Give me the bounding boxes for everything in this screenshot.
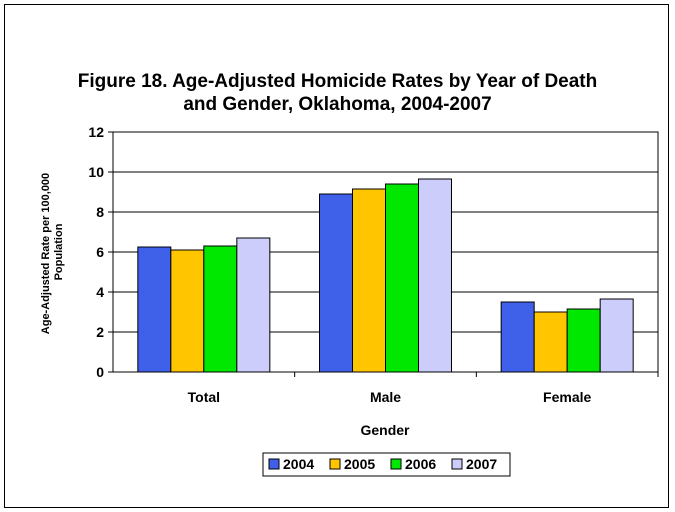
legend-label-2006: 2006 bbox=[405, 456, 436, 472]
x-category-label-total: Total bbox=[188, 389, 220, 405]
bar-female-2006 bbox=[566, 308, 601, 373]
bar-total-2005 bbox=[170, 249, 205, 373]
legend-swatch-2006 bbox=[390, 458, 402, 470]
tick-labels: 0 2 4 6 8 10 12 Total Male Female bbox=[88, 124, 591, 405]
x-category-label-female: Female bbox=[543, 389, 591, 405]
bar-male-2006 bbox=[385, 183, 419, 373]
bar-female-2005 bbox=[533, 311, 568, 373]
bars bbox=[137, 178, 634, 373]
bar-total-2007 bbox=[236, 237, 271, 373]
x-category-label-male: Male bbox=[370, 389, 401, 405]
bar-total-2004 bbox=[137, 246, 172, 373]
legend-swatch-2004 bbox=[268, 458, 280, 470]
y-axis-label: Age-Adjusted Rate per 100,000 Population bbox=[40, 170, 65, 334]
legend-label-2007: 2007 bbox=[466, 456, 497, 472]
y-tick-label-0: 0 bbox=[96, 364, 104, 380]
chart-title-line-2: and Gender, Oklahoma, 2004-2007 bbox=[183, 94, 492, 115]
y-tick-label-10: 10 bbox=[88, 164, 104, 180]
legend-label-2005: 2005 bbox=[344, 456, 375, 472]
plot-area-border bbox=[112, 131, 659, 373]
y-axis-label-line-2: Population bbox=[53, 223, 65, 280]
y-tick-label-12: 12 bbox=[88, 124, 104, 140]
bar-total-2006 bbox=[203, 245, 238, 373]
legend-swatch-2005 bbox=[329, 458, 341, 470]
bar-female-2004 bbox=[500, 301, 535, 373]
chart-title-line-1: Figure 18. Age-Adjusted Homicide Rates b… bbox=[77, 71, 598, 92]
bar-female-2007 bbox=[599, 298, 634, 373]
x-axis-label: Gender bbox=[360, 422, 410, 438]
y-tick-label-4: 4 bbox=[96, 284, 104, 300]
chart-frame bbox=[4, 4, 669, 508]
legend: 2004 2005 2006 2007 bbox=[268, 456, 497, 472]
legend-box bbox=[262, 452, 511, 477]
y-tick-label-2: 2 bbox=[96, 324, 104, 340]
y-tick-label-8: 8 bbox=[96, 204, 104, 220]
y-tick-label-6: 6 bbox=[96, 244, 104, 260]
legend-swatch-2007 bbox=[451, 458, 463, 470]
legend-label-2004: 2004 bbox=[283, 456, 314, 472]
chart-title: Figure 18. Age-Adjusted Homicide Rates b… bbox=[10, 70, 665, 116]
bar-male-2007 bbox=[418, 178, 452, 373]
axes bbox=[108, 131, 659, 377]
y-axis-label-line-1: Age-Adjusted Rate per 100,000 bbox=[40, 173, 52, 334]
bar-male-2005 bbox=[352, 188, 386, 373]
bar-male-2004 bbox=[319, 193, 353, 373]
